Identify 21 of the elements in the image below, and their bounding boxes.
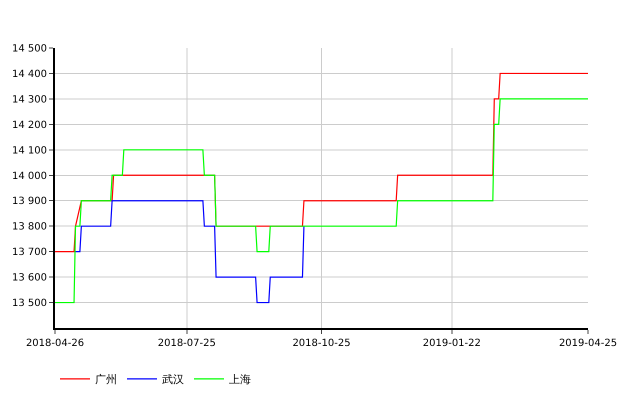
legend-label: 广州 — [95, 373, 117, 386]
y-tick-label: 14 200 — [12, 120, 47, 131]
y-tick-label: 13 600 — [12, 272, 47, 284]
y-tick-label: 13 700 — [12, 247, 47, 258]
line-series — [74, 200, 305, 304]
y-tick-label: 14 300 — [12, 94, 47, 106]
y-tick-label: 14 100 — [12, 145, 47, 156]
y-tick-label: 13 800 — [12, 222, 47, 233]
x-tick-label: 2018-04-26 — [26, 338, 84, 349]
x-tick-label: 2019-04-25 — [558, 338, 618, 349]
y-tick-label: 13 900 — [12, 196, 47, 208]
y-tick-label: 14 400 — [12, 68, 47, 80]
y-tick-label: 14 500 — [12, 44, 47, 54]
legend-label: 武汉 — [162, 373, 184, 386]
x-tick-label: 2019-01-22 — [422, 338, 481, 349]
line-series — [55, 98, 588, 304]
y-tick-label: 13 500 — [12, 298, 47, 310]
legend-label: 上海 — [229, 373, 251, 386]
x-tick-label: 2018-10-25 — [292, 338, 351, 349]
x-tick-label: 2018-07-25 — [158, 338, 216, 349]
y-tick-label: 14 000 — [12, 170, 47, 182]
